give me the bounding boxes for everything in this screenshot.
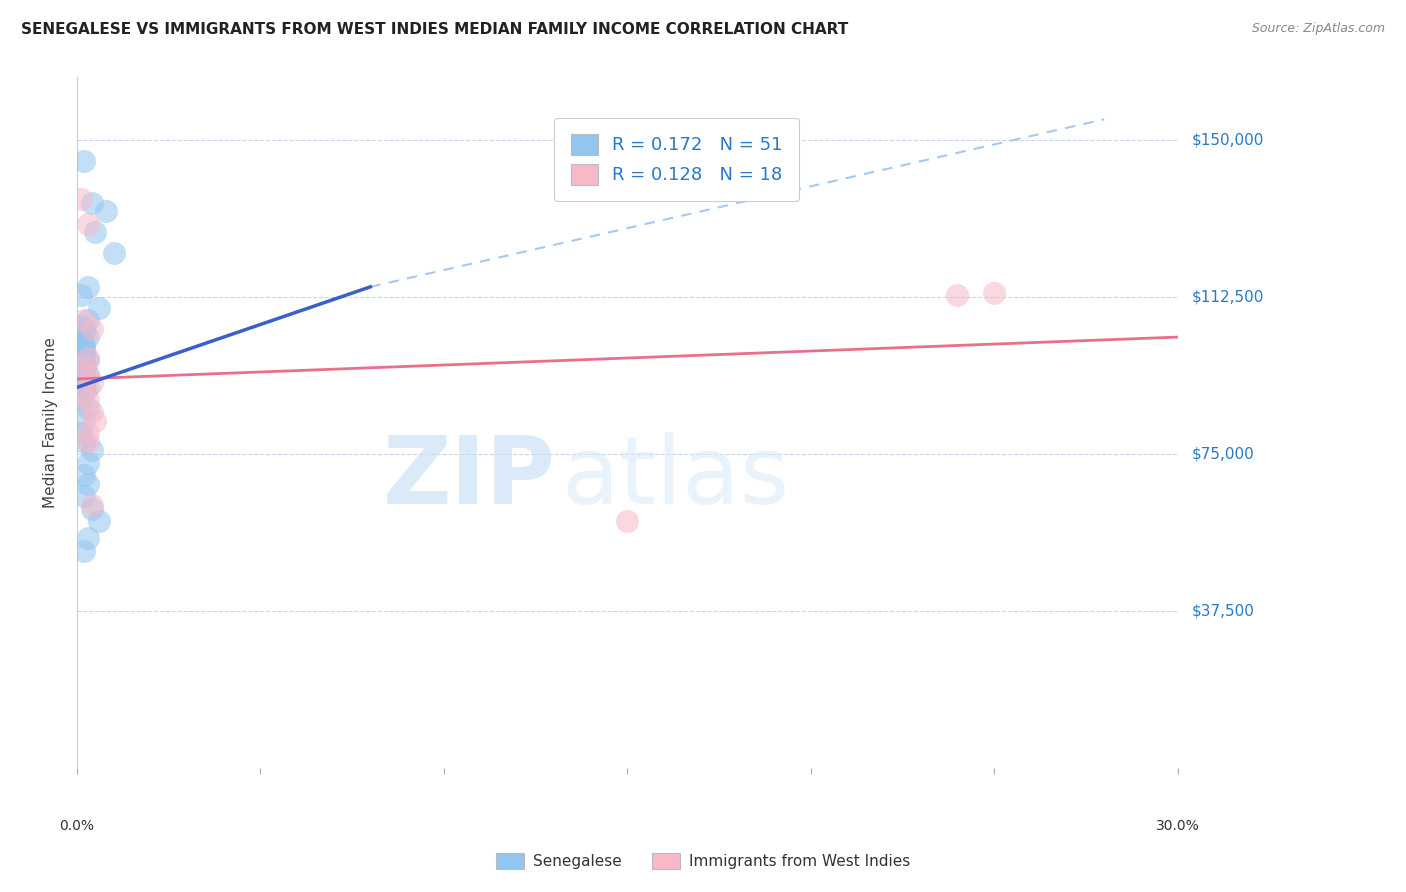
Point — [80, 498, 103, 512]
Point — [73, 489, 96, 503]
Text: $150,000: $150,000 — [1192, 133, 1264, 148]
Point — [77, 353, 100, 368]
Point — [73, 370, 96, 384]
Point — [73, 359, 96, 374]
Point — [73, 322, 96, 336]
Point — [73, 344, 96, 359]
Point — [80, 443, 103, 458]
Text: 30.0%: 30.0% — [1156, 819, 1199, 833]
Text: 0.0%: 0.0% — [59, 819, 94, 833]
Point — [103, 246, 125, 260]
Point — [69, 318, 91, 332]
Point — [77, 330, 100, 344]
Point — [73, 383, 96, 397]
Point — [73, 347, 96, 361]
Point — [73, 414, 96, 428]
Point — [73, 376, 96, 391]
Point — [77, 368, 100, 382]
Point — [73, 351, 96, 365]
Point — [73, 384, 96, 399]
Legend: R = 0.172   N = 51, R = 0.128   N = 18: R = 0.172 N = 51, R = 0.128 N = 18 — [554, 118, 799, 201]
Point — [69, 343, 91, 357]
Point — [73, 434, 96, 449]
Point — [73, 384, 96, 399]
Point — [69, 288, 91, 302]
Text: $37,500: $37,500 — [1192, 604, 1256, 619]
Point — [73, 357, 96, 371]
Point — [77, 476, 100, 491]
Point — [983, 286, 1005, 301]
Point — [73, 338, 96, 352]
Text: $75,000: $75,000 — [1192, 447, 1256, 462]
Point — [73, 374, 96, 388]
Point — [73, 543, 96, 558]
Point — [77, 426, 100, 441]
Point — [77, 456, 100, 470]
Point — [73, 341, 96, 355]
Text: Source: ZipAtlas.com: Source: ZipAtlas.com — [1251, 22, 1385, 36]
Point — [616, 514, 638, 528]
Point — [77, 531, 100, 545]
Point — [77, 313, 100, 327]
Point — [77, 368, 100, 382]
Point — [87, 301, 110, 315]
Point — [80, 322, 103, 336]
Point — [69, 392, 91, 407]
Point — [80, 405, 103, 419]
Point — [73, 154, 96, 169]
Point — [69, 372, 91, 386]
Point — [69, 426, 91, 441]
Point — [73, 468, 96, 483]
Point — [77, 401, 100, 416]
Point — [73, 363, 96, 377]
Text: ZIP: ZIP — [382, 433, 555, 524]
Point — [69, 378, 91, 392]
Point — [84, 226, 107, 240]
Point — [73, 366, 96, 380]
Point — [946, 288, 969, 302]
Point — [69, 361, 91, 376]
Point — [69, 349, 91, 363]
Text: atlas: atlas — [561, 433, 789, 524]
Point — [73, 359, 96, 374]
Point — [77, 434, 100, 449]
Point — [77, 351, 100, 365]
Point — [69, 334, 91, 349]
Point — [77, 392, 100, 407]
Text: $112,500: $112,500 — [1192, 290, 1264, 305]
Point — [80, 196, 103, 211]
Legend: Senegalese, Immigrants from West Indies: Senegalese, Immigrants from West Indies — [489, 847, 917, 875]
Point — [80, 376, 103, 391]
Point — [80, 501, 103, 516]
Point — [73, 326, 96, 340]
Point — [77, 217, 100, 231]
Point — [73, 313, 96, 327]
Y-axis label: Median Family Income: Median Family Income — [44, 337, 58, 508]
Point — [69, 355, 91, 369]
Text: SENEGALESE VS IMMIGRANTS FROM WEST INDIES MEDIAN FAMILY INCOME CORRELATION CHART: SENEGALESE VS IMMIGRANTS FROM WEST INDIE… — [21, 22, 848, 37]
Point — [96, 204, 118, 219]
Point — [87, 514, 110, 528]
Point — [77, 280, 100, 294]
Point — [84, 414, 107, 428]
Point — [77, 380, 100, 394]
Point — [69, 192, 91, 206]
